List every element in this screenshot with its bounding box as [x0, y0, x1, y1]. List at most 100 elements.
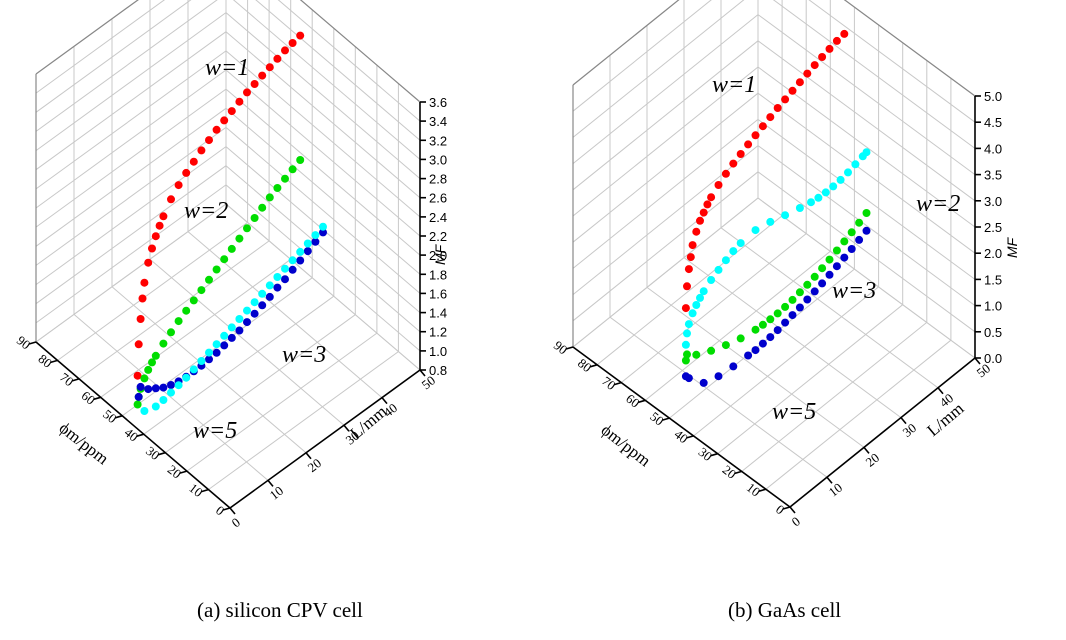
grid-floor-y [644, 250, 831, 401]
grid-back-z [572, 197, 759, 348]
grid-back-z [35, 107, 227, 247]
grid-side-z [772, 0, 976, 149]
series-label: w=1 [712, 72, 756, 98]
box-edge [572, 0, 680, 86]
chart-box-edges [572, 0, 976, 347]
data-point [773, 104, 782, 112]
x-tick-label: 20 [863, 450, 882, 470]
data-point [803, 280, 812, 289]
data-point [144, 385, 153, 394]
data-point [265, 281, 274, 290]
series-w3 [681, 209, 871, 365]
grid-side-z [757, 171, 976, 333]
data-point [273, 273, 282, 281]
data-point [832, 262, 841, 271]
grid-floor-y [100, 258, 291, 398]
data-point [766, 315, 775, 324]
x-tick [267, 479, 274, 487]
grid-back-z [572, 40, 759, 191]
x-tick [229, 507, 236, 515]
data-point [862, 209, 871, 217]
x-tick-label: 0 [229, 515, 243, 531]
z-tick-label: 5.0 [984, 89, 1002, 104]
data-point [250, 214, 259, 222]
y-tick [758, 488, 767, 492]
grid-back-z [35, 0, 218, 132]
data-point [795, 204, 804, 212]
data-point [311, 231, 320, 240]
data-point [803, 69, 812, 78]
z-tick-label: 2.0 [984, 246, 1002, 261]
data-point [159, 396, 168, 404]
grid-side-z [277, 0, 421, 122]
data-point [197, 146, 206, 155]
grid-side-z [757, 145, 976, 307]
y-tick [710, 452, 718, 457]
chart-panel-b: 0102030405001020304050607080900.00.51.01… [551, 0, 1020, 529]
data-point [220, 331, 229, 340]
grid-floor-y [57, 221, 248, 361]
data-point [714, 372, 723, 381]
data-point [148, 244, 156, 253]
grid-back-z [572, 0, 712, 112]
data-point [155, 221, 164, 230]
grid-side-z [757, 92, 976, 254]
data-point [258, 203, 267, 212]
series-label: w=1 [205, 55, 249, 81]
data-point [855, 235, 864, 244]
data-point [296, 31, 305, 40]
y-tick-label: 0 [773, 502, 787, 518]
y-axis-title: ϕm/ppm [56, 418, 113, 468]
data-point [159, 212, 168, 221]
data-point [134, 392, 143, 401]
x-tick [863, 446, 870, 454]
data-point [788, 295, 797, 304]
data-point [167, 388, 175, 397]
data-point [862, 226, 871, 235]
y-tick-label: 60 [79, 388, 98, 408]
y-tick [179, 470, 188, 474]
data-point [265, 292, 274, 301]
data-point [810, 61, 819, 70]
data-point [220, 116, 229, 125]
data-point [281, 46, 289, 55]
data-point [818, 53, 827, 61]
grid-back-z [572, 171, 759, 322]
data-point [205, 355, 213, 364]
grid-floor-x [149, 258, 345, 426]
data-point [243, 88, 251, 97]
data-point [692, 301, 701, 309]
z-axis-title: MF [1004, 236, 1020, 258]
grid-back-z [572, 0, 745, 138]
y-tick [638, 399, 646, 404]
data-point [133, 371, 142, 380]
data-point [303, 247, 312, 256]
z-tick-label: 1.4 [429, 306, 447, 321]
box-edge [843, 0, 976, 97]
z-tick-label: 1.0 [429, 344, 447, 359]
z-tick-label: 2.6 [429, 191, 447, 206]
data-point [197, 357, 206, 365]
y-tick-label: 50 [647, 409, 666, 429]
data-point [736, 334, 745, 343]
grid-floor-y [165, 314, 356, 454]
y-tick [613, 381, 622, 386]
z-tick-label: 3.6 [429, 95, 447, 110]
data-point [197, 286, 206, 295]
data-point [319, 228, 327, 237]
z-tick-label: 2.2 [429, 229, 447, 244]
grid-side-z [225, 88, 421, 256]
data-point [707, 276, 716, 284]
data-point [766, 217, 775, 226]
data-point [243, 318, 251, 327]
z-tick-label: 1.0 [984, 299, 1002, 314]
y-axis-line [572, 346, 791, 508]
data-point [288, 39, 297, 47]
data-point [138, 294, 147, 303]
data-point [189, 157, 198, 166]
data-point [273, 54, 282, 63]
y-tick-label: 40 [122, 425, 141, 445]
data-point [699, 378, 708, 387]
data-point [699, 287, 708, 296]
x-axis-line [789, 357, 976, 508]
